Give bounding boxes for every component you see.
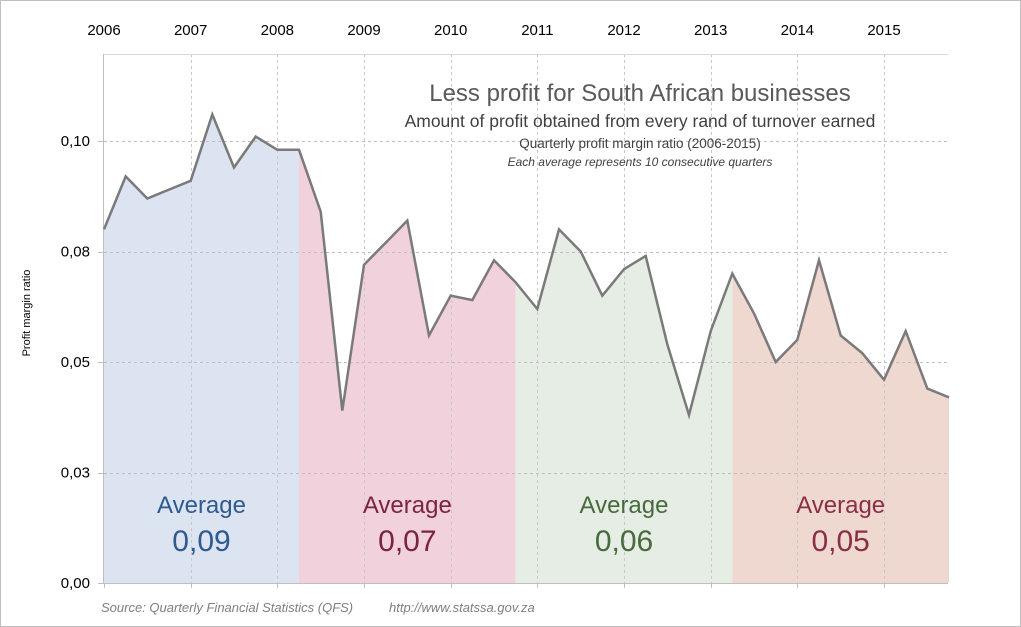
- average-label-1: Average: [157, 492, 246, 519]
- chart-note: Each average represents 10 consecutive q…: [508, 155, 773, 169]
- chart-subtitle-period: Quarterly profit margin ratio (2006-2015…: [519, 136, 761, 151]
- year-label-2008: 2008: [261, 22, 294, 39]
- y-tick-label: 0,03: [61, 465, 90, 482]
- y-tick-label: 0,05: [61, 354, 90, 371]
- period-fill-4: [732, 260, 950, 583]
- average-label-2: Average: [363, 492, 452, 519]
- year-label-2014: 2014: [781, 22, 814, 39]
- year-label-2010: 2010: [434, 22, 467, 39]
- average-value-3: 0,06: [595, 525, 653, 558]
- y-tick-labels: 0,00 0,03 0,05 0,08 0,10: [61, 133, 90, 592]
- period-fill-2: [299, 149, 516, 583]
- average-value-2: 0,07: [378, 525, 436, 558]
- average-value-4: 0,05: [811, 525, 869, 558]
- year-label-2013: 2013: [694, 22, 727, 39]
- chart-title: Less profit for South African businesses: [429, 80, 851, 107]
- source-text: Source: Quarterly Financial Statistics (…: [101, 600, 353, 615]
- source-url[interactable]: http://www.statssa.gov.za: [389, 600, 535, 615]
- period-fills: [104, 114, 950, 583]
- y-tick-label: 0,08: [61, 244, 90, 261]
- series-line: [102, 110, 950, 420]
- average-label-3: Average: [580, 492, 669, 519]
- year-labels: 2006 2007 2008 2009 2010 2011 2012 2013 2014 2015: [87, 22, 900, 39]
- y-tick-label: 0,00: [61, 575, 90, 592]
- gridlines: [98, 54, 948, 588]
- year-label-2012: 2012: [607, 22, 640, 39]
- average-value-1: 0,09: [172, 525, 230, 558]
- year-label-2009: 2009: [347, 22, 380, 39]
- axes: [98, 54, 948, 584]
- average-label-4: Average: [796, 492, 885, 519]
- year-label-2011: 2011: [521, 22, 553, 39]
- period-fill-1: [104, 114, 300, 583]
- chart-subtitle: Amount of profit obtained from every ran…: [405, 111, 876, 131]
- year-label-2006: 2006: [87, 22, 120, 39]
- year-label-2007: 2007: [174, 22, 207, 39]
- period-fill-3: [515, 229, 733, 583]
- average-labels: Average 0,09 Average 0,07 Average 0,06 Average…: [157, 492, 885, 558]
- year-label-2015: 2015: [867, 22, 900, 39]
- y-axis-label: Profit margin ratio: [21, 270, 33, 357]
- y-tick-label: 0,10: [61, 133, 90, 150]
